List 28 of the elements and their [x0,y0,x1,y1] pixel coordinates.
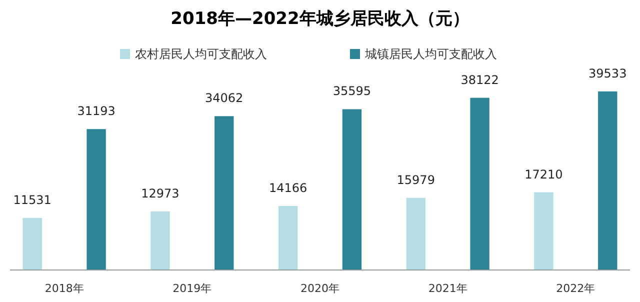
data-label: 34062 [205,91,244,106]
data-label: 31193 [77,104,116,118]
bar [86,129,106,270]
data-label: 15979 [396,172,435,187]
x-tick-label: 2022年 [556,282,596,295]
x-tick-label: 2019年 [172,282,212,295]
bar [406,198,426,270]
data-label: 38122 [460,72,499,87]
bar [598,91,618,270]
legend-label: 城镇居民人均可支配收入 [364,47,497,61]
bar [534,192,554,270]
bar [470,98,490,270]
bar [278,206,298,270]
x-tick-label: 2021年 [428,282,468,295]
bar [150,211,170,270]
bar [22,218,42,270]
data-label: 35595 [332,84,372,98]
data-label: 11531 [13,192,52,207]
x-tick-label: 2018年 [44,282,84,295]
data-label: 17210 [524,167,563,182]
chart-title: 2018年—2022年城乡居民收入（元） [170,9,470,29]
bar [342,109,362,270]
x-tick-label: 2020年 [300,282,340,295]
bar [214,116,234,270]
data-label: 12973 [141,186,180,200]
data-label: 14166 [268,181,308,196]
data-label: 39533 [588,66,627,80]
legend-label: 农村居民人均可支配收入 [135,47,267,61]
